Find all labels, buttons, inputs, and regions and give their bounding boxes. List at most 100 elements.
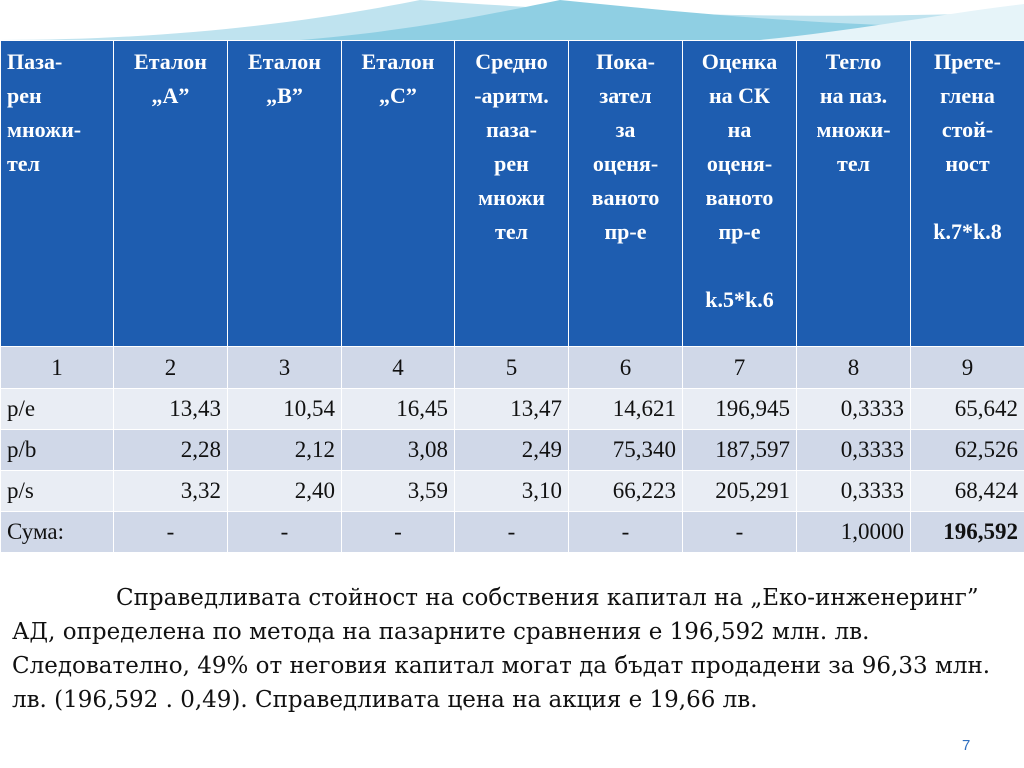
table-cell: 2,49 xyxy=(454,429,569,471)
valuation-table-container: Паза-рен множи-тел Еталон „А” Еталон „В” Ет… xyxy=(0,40,1024,553)
header-indicator: Пока-зател за оценя-ваното пр-е xyxy=(568,40,683,347)
table-cell: 75,340 xyxy=(568,429,683,471)
header-line: k.7*k.8 xyxy=(933,219,1002,244)
header-line: рен xyxy=(494,151,529,176)
header-line: на паз. xyxy=(819,83,888,108)
header-row: Паза-рен множи-тел Еталон „А” Еталон „В” Ет… xyxy=(0,40,1024,347)
header-line: Прете- xyxy=(933,49,1001,74)
header-line: Тегло xyxy=(825,49,882,74)
table-cell: - xyxy=(568,511,683,553)
column-number: 6 xyxy=(568,346,683,389)
header-mean-multiplier: Средно -аритм. паза-рен множи тел xyxy=(454,40,569,347)
total-weight: 1,0000 xyxy=(796,511,911,553)
header-line: паза- xyxy=(486,117,537,142)
table-cell: 0,3333 xyxy=(796,429,911,471)
conclusion-paragraph: Справедливата стойност на собствения кап… xyxy=(12,585,991,713)
header-line xyxy=(689,249,790,283)
header-benchmark-a: Еталон „А” xyxy=(113,40,228,347)
table-cell: 3,32 xyxy=(113,470,228,512)
header-line: ваното xyxy=(705,185,774,210)
header-line: Еталон xyxy=(134,49,207,74)
header-line: „А” xyxy=(151,83,190,108)
column-number: 8 xyxy=(796,346,911,389)
table-cell: 3,08 xyxy=(341,429,455,471)
table-cell: 3,10 xyxy=(454,470,569,512)
header-line: Оценка xyxy=(701,49,778,74)
header-line: зател xyxy=(599,83,652,108)
table-cell: - xyxy=(682,511,797,553)
header-line: за xyxy=(615,117,636,142)
header-line: тел xyxy=(7,151,40,176)
header-line: Паза- xyxy=(7,49,63,74)
column-number: 7 xyxy=(682,346,797,389)
table-cell: - xyxy=(113,511,228,553)
header-weighted-value: Прете-глена стой-ност k.7*k.8 xyxy=(910,40,1024,347)
table-cell: 13,43 xyxy=(113,388,228,430)
header-line: Средно xyxy=(475,49,548,74)
table-cell: 14,621 xyxy=(568,388,683,430)
header-line: пр-е xyxy=(718,219,761,244)
row-label: p/b xyxy=(0,429,114,471)
table-cell: 13,47 xyxy=(454,388,569,430)
page-number: 7 xyxy=(962,737,971,754)
total-fair-value: 196,592 xyxy=(910,511,1024,553)
header-equity-estimate: Оценка на СК на оценя-ваното пр-е k.5*k.6 xyxy=(682,40,797,347)
column-number: 2 xyxy=(113,346,228,389)
table-cell: - xyxy=(227,511,342,553)
header-line: оценя- xyxy=(592,151,659,176)
header-line: на СК xyxy=(708,83,770,108)
header-line: множи xyxy=(478,185,545,210)
header-line: k.5*k.6 xyxy=(705,287,774,312)
row-label: p/e xyxy=(0,388,114,430)
header-line: множи- xyxy=(816,117,891,142)
table-row-ps: p/s 3,32 2,40 3,59 3,10 66,223 205,291 0… xyxy=(0,470,1024,512)
header-line: рен xyxy=(7,83,42,108)
table-cell: - xyxy=(454,511,569,553)
table-cell: 68,424 xyxy=(910,470,1024,512)
header-benchmark-b: Еталон „В” xyxy=(227,40,342,347)
header-benchmark-c: Еталон „С” xyxy=(341,40,455,347)
table-row-pb: p/b 2,28 2,12 3,08 2,49 75,340 187,597 0… xyxy=(0,429,1024,471)
valuation-table: Паза-рен множи-тел Еталон „А” Еталон „В” Ет… xyxy=(0,40,1024,553)
header-market-multiplier: Паза-рен множи-тел xyxy=(0,40,114,347)
header-line: Еталон xyxy=(248,49,321,74)
column-number: 5 xyxy=(454,346,569,389)
table-cell: 2,40 xyxy=(227,470,342,512)
column-number-row: 1 2 3 4 5 6 7 8 9 xyxy=(0,346,1024,389)
table-cell: 205,291 xyxy=(682,470,797,512)
column-number: 1 xyxy=(0,346,114,389)
header-line xyxy=(917,181,1018,215)
table-cell: 0,3333 xyxy=(796,470,911,512)
table-row-pe: p/e 13,43 10,54 16,45 13,47 14,621 196,9… xyxy=(0,388,1024,430)
table-cell: 0,3333 xyxy=(796,388,911,430)
header-line: ваното xyxy=(591,185,660,210)
table-cell: 16,45 xyxy=(341,388,455,430)
header-line: стой- xyxy=(941,117,994,142)
total-label: Сума: xyxy=(0,511,114,553)
header-line: пр-е xyxy=(604,219,647,244)
column-number: 3 xyxy=(227,346,342,389)
table-row-total: Сума: - - - - - - 1,0000 196,592 xyxy=(0,511,1024,553)
header-line: „В” xyxy=(266,83,303,108)
header-weight: Тегло на паз. множи-тел xyxy=(796,40,911,347)
table-cell: 187,597 xyxy=(682,429,797,471)
header-line: множи- xyxy=(7,117,82,142)
header-line: Еталон xyxy=(361,49,435,74)
header-line: „С” xyxy=(379,83,417,108)
header-line: оценя- xyxy=(706,151,773,176)
column-number: 4 xyxy=(341,346,455,389)
table-cell: 2,28 xyxy=(113,429,228,471)
column-number: 9 xyxy=(910,346,1024,389)
table-cell: 196,945 xyxy=(682,388,797,430)
top-wave-decoration xyxy=(0,0,1024,40)
header-line: Пока- xyxy=(596,49,655,74)
table-cell: 65,642 xyxy=(910,388,1024,430)
table-cell: 62,526 xyxy=(910,429,1024,471)
row-label: p/s xyxy=(0,470,114,512)
header-line: тел xyxy=(837,151,870,176)
header-line: глена xyxy=(940,83,995,108)
header-line: ност xyxy=(945,151,990,176)
table-cell: 2,12 xyxy=(227,429,342,471)
header-line: тел xyxy=(495,219,528,244)
header-line: на xyxy=(727,117,752,142)
